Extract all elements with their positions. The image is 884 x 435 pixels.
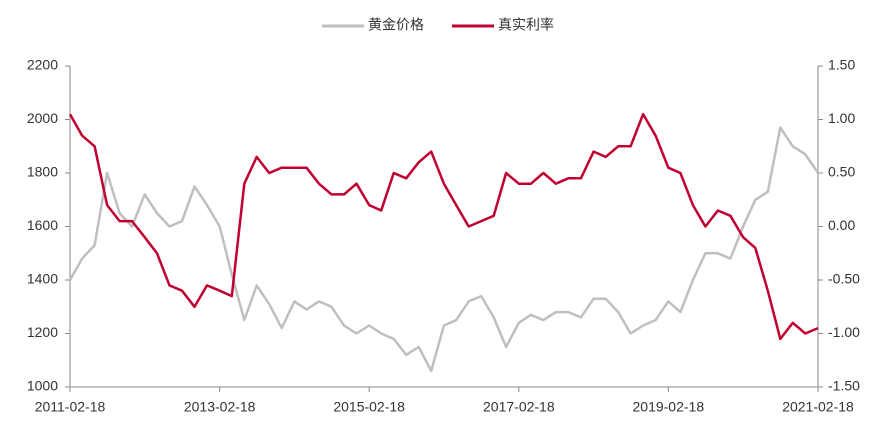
legend-label: 黄金价格 (368, 17, 424, 33)
y2-tick-label: -0.50 (828, 271, 860, 287)
y-tick-label: 1000 (27, 378, 58, 394)
y-tick-label: 1400 (27, 271, 58, 287)
y-tick-label: 1800 (27, 164, 58, 180)
x-tick-label: 2017-02-18 (483, 399, 555, 415)
x-tick-label: 2021-02-18 (782, 399, 854, 415)
x-tick-label: 2011-02-18 (35, 399, 106, 415)
x-tick-label: 2015-02-18 (333, 399, 405, 415)
y-tick-label: 2000 (27, 110, 58, 126)
y2-tick-label: 0.00 (828, 217, 855, 233)
y2-tick-label: 0.50 (828, 164, 855, 180)
y2-tick-label: 1.50 (828, 57, 855, 73)
y-tick-label: 1600 (27, 217, 58, 233)
y-tick-label: 2200 (27, 57, 58, 73)
y2-tick-label: 1.00 (828, 110, 855, 126)
y2-tick-label: -1.00 (828, 324, 860, 340)
legend-label: 真实利率 (498, 17, 554, 33)
x-tick-label: 2013-02-18 (184, 399, 256, 415)
series-line (68, 126, 820, 373)
x-tick-label: 2019-02-18 (633, 399, 705, 415)
series-line (68, 112, 819, 341)
y-tick-label: 1200 (27, 324, 58, 340)
y2-tick-label: -1.50 (828, 378, 860, 394)
